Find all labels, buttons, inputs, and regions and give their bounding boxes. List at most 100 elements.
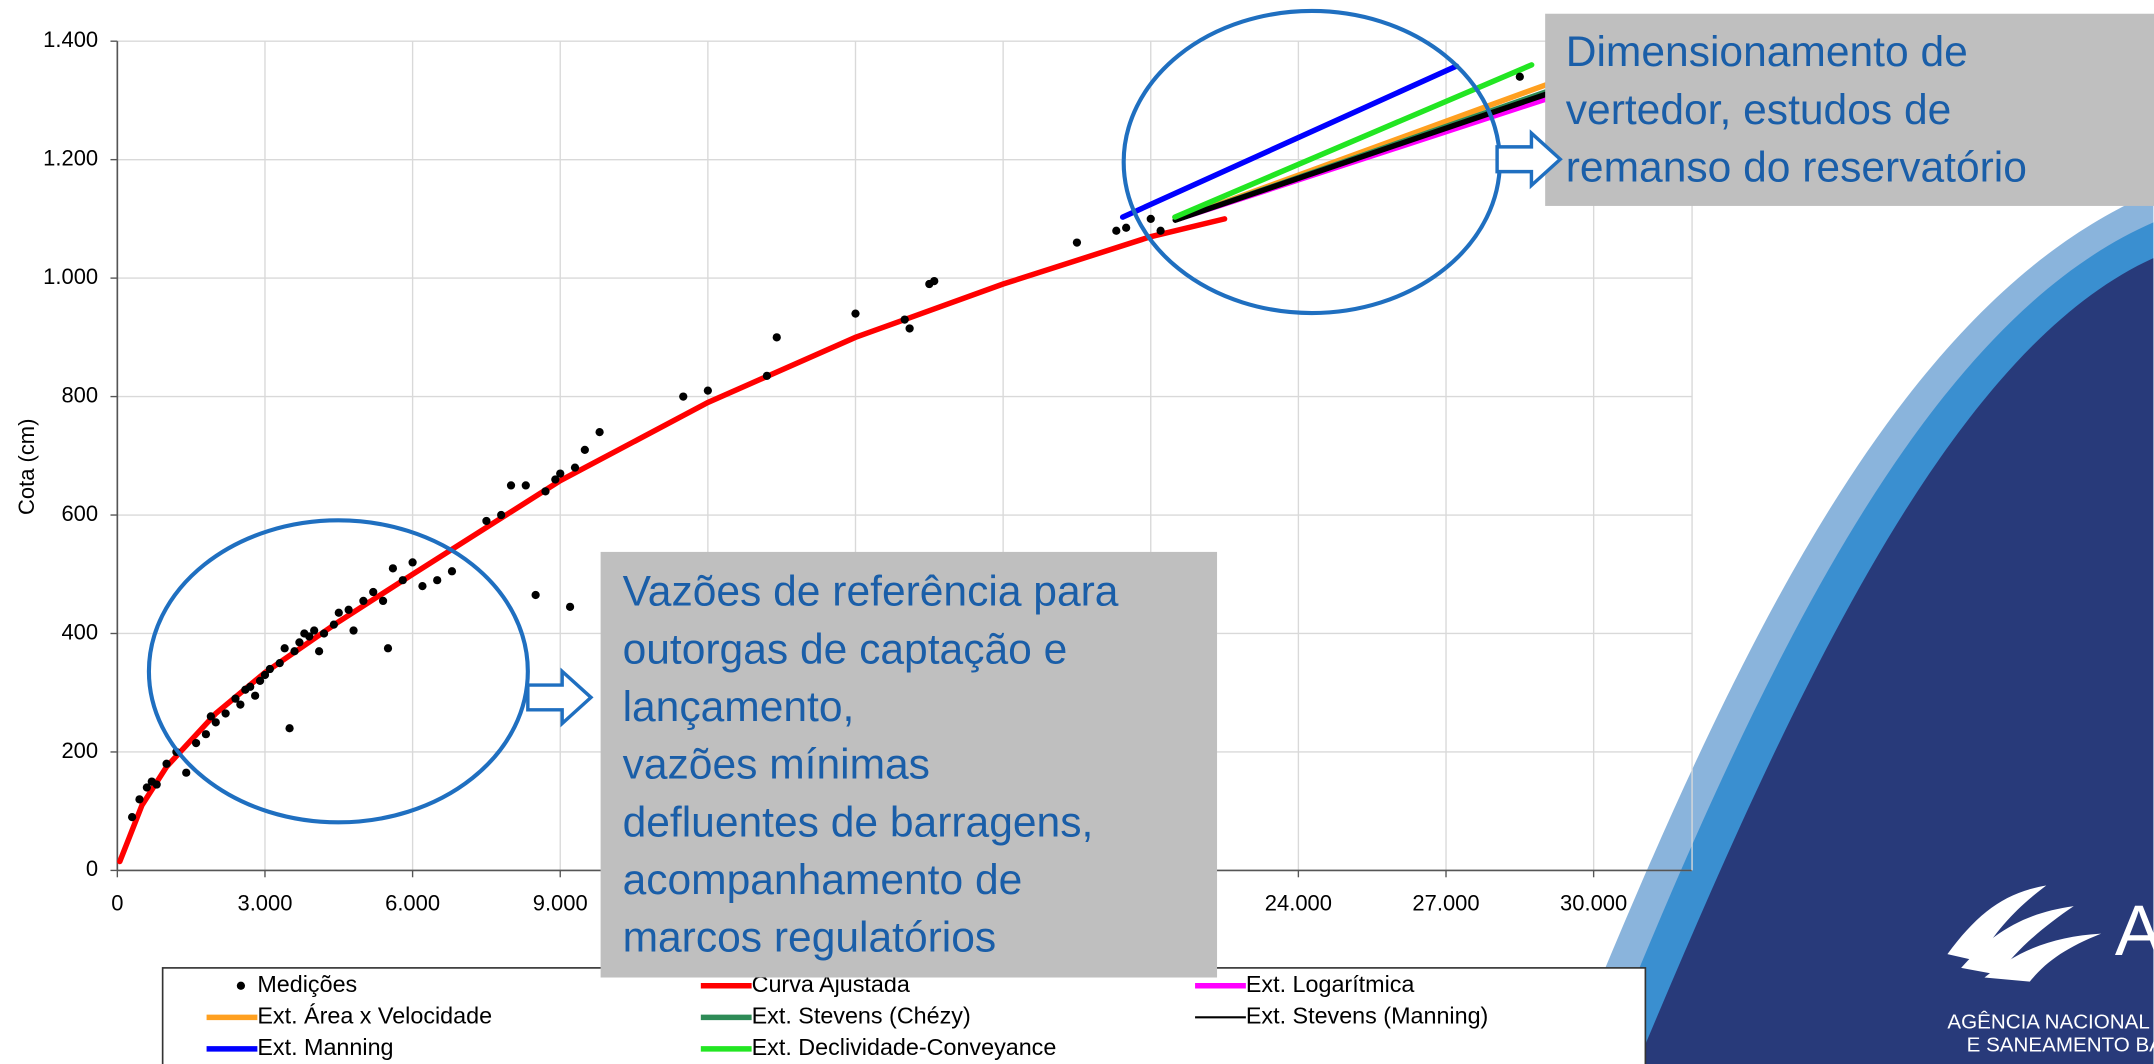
data-point (763, 372, 771, 380)
slide: Cota (cm) 02004006008001.0001.2001.40003… (0, 0, 2154, 1064)
annotation-text: Vazões de referência para (623, 568, 1119, 616)
data-point (595, 428, 603, 436)
annotation-text: vazões mínimas (623, 741, 930, 789)
data-point (704, 387, 712, 395)
data-point (930, 277, 938, 285)
data-point (1156, 227, 1164, 235)
data-point (236, 700, 244, 708)
data-point (532, 591, 540, 599)
data-point (418, 582, 426, 590)
data-point (541, 487, 549, 495)
annotation-text: Dimensionamento de (1566, 28, 1968, 76)
data-point (281, 644, 289, 652)
page: Cota (cm) 02004006008001.0001.2001.40003… (0, 0, 2154, 1064)
data-point (389, 564, 397, 572)
data-point (182, 769, 190, 777)
data-point (369, 588, 377, 596)
data-point (290, 647, 298, 655)
data-point (310, 626, 318, 634)
legend-label: Ext. Stevens (Manning) (1246, 1002, 1488, 1028)
data-point (251, 692, 259, 700)
data-point (162, 760, 170, 768)
data-point (448, 567, 456, 575)
data-point (379, 597, 387, 605)
data-point (901, 315, 909, 323)
data-point (1516, 73, 1524, 81)
y-axis-label: Cota (cm) (14, 419, 39, 515)
data-point (1122, 224, 1130, 232)
data-point (285, 724, 293, 732)
data-point (384, 644, 392, 652)
data-point (1147, 215, 1155, 223)
logo-text: AGÊNCIA NACIONAL DE ÁGUAS (1947, 1010, 2154, 1033)
highlight-ellipse (1124, 11, 1500, 313)
legend-label: Ext. Área x Velocidade (257, 1002, 492, 1028)
data-point (433, 576, 441, 584)
data-point (349, 626, 357, 634)
data-point (320, 629, 328, 637)
data-point (571, 464, 579, 472)
data-point (906, 324, 914, 332)
y-tick-label: 200 (61, 738, 98, 763)
legend-swatch (237, 982, 245, 990)
y-tick-label: 400 (61, 619, 98, 644)
data-point (345, 606, 353, 614)
y-tick-label: 0 (86, 856, 98, 881)
data-point (246, 683, 254, 691)
data-point (1112, 227, 1120, 235)
data-point (581, 446, 589, 454)
data-point (330, 620, 338, 628)
data-point (202, 730, 210, 738)
data-point (315, 647, 323, 655)
annotation-text: lançamento, (623, 683, 855, 731)
logo-text: E SANEAMENTO BÁSICO (1967, 1034, 2154, 1057)
data-point (566, 603, 574, 611)
data-point (295, 638, 303, 646)
data-point (1073, 238, 1081, 246)
data-point (135, 795, 143, 803)
data-point (482, 517, 490, 525)
data-point (153, 780, 161, 788)
data-point (212, 718, 220, 726)
annotation-text: outorgas de captação e (623, 625, 1068, 673)
data-point (276, 659, 284, 667)
x-tick-label: 30.000 (1560, 891, 1627, 916)
legend-label: Ext. Logarítmica (1246, 971, 1415, 997)
data-point (128, 813, 136, 821)
x-tick-label: 27.000 (1412, 891, 1479, 916)
legend-label: Ext. Stevens (Chézy) (752, 1002, 971, 1028)
y-tick-label: 800 (61, 382, 98, 407)
y-tick-label: 1.000 (43, 264, 98, 289)
data-point (522, 481, 530, 489)
data-point (679, 392, 687, 400)
y-tick-label: 1.400 (43, 27, 98, 52)
legend-label: Ext. Manning (257, 1034, 393, 1060)
x-tick-label: 0 (111, 891, 123, 916)
data-point (266, 665, 274, 673)
series-line (1175, 65, 1532, 217)
data-point (497, 511, 505, 519)
annotation-text: defluentes de barragens, (623, 798, 1094, 846)
y-tick-label: 1.200 (43, 145, 98, 170)
annotation-text: acompanhamento de (623, 856, 1023, 904)
data-point (335, 609, 343, 617)
annotation-text: remanso do reservatório (1566, 143, 2027, 191)
data-point (556, 469, 564, 477)
x-tick-label: 24.000 (1265, 891, 1332, 916)
arrow (528, 671, 591, 723)
data-point (399, 576, 407, 584)
data-point (408, 558, 416, 566)
legend-label: Medições (257, 971, 357, 997)
x-tick-label: 3.000 (238, 891, 293, 916)
logo-mark: A (2115, 891, 2154, 971)
data-point (507, 481, 515, 489)
x-tick-label: 9.000 (533, 891, 588, 916)
data-point (359, 597, 367, 605)
data-point (851, 310, 859, 318)
highlight-ellipse (149, 520, 528, 822)
data-point (773, 333, 781, 341)
data-point (192, 739, 200, 747)
x-tick-label: 6.000 (385, 891, 440, 916)
background (1566, 192, 2154, 1064)
